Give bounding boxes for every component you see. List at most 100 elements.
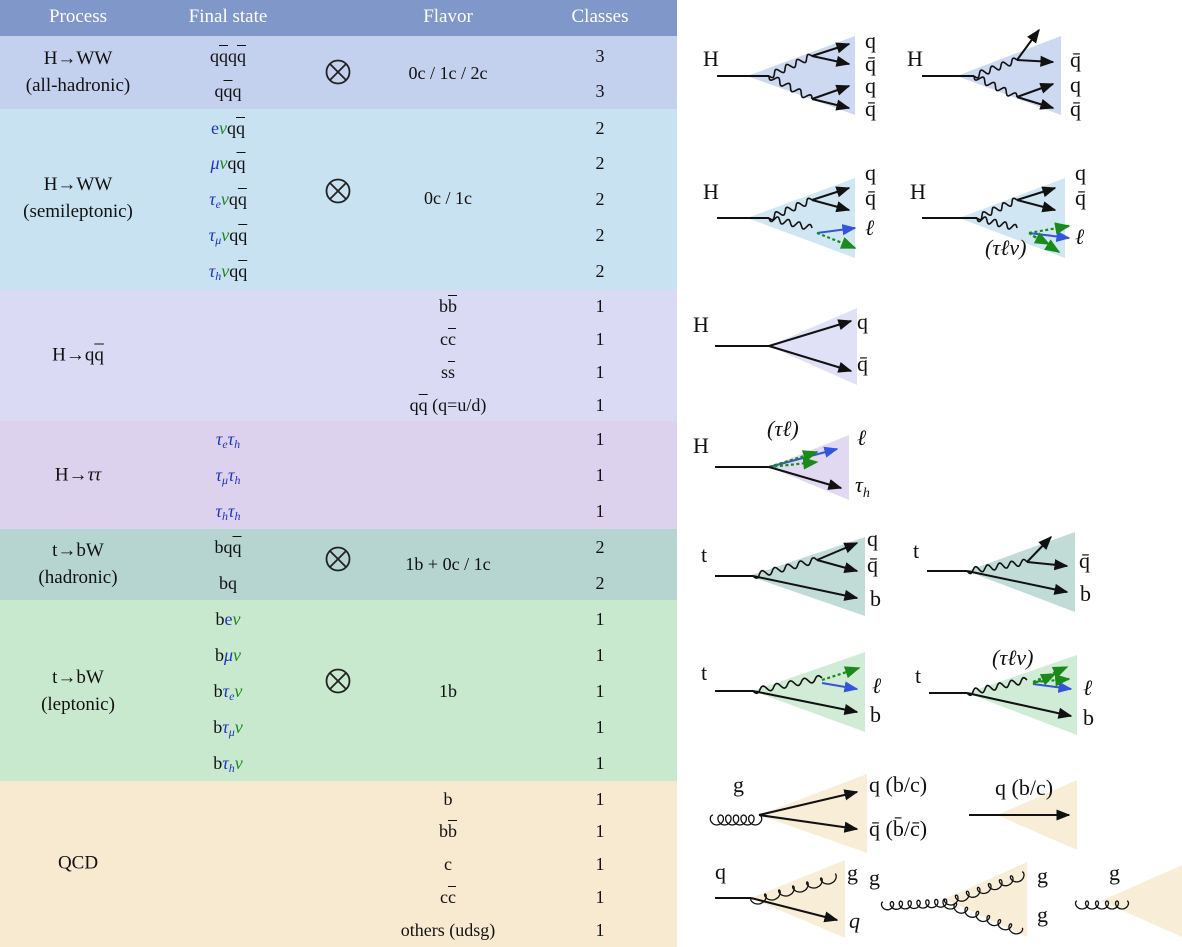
row-hww-hadronic: H→WW (all-hadronic) 0c / 1c / 2c qqqq qqq… [0,36,677,109]
w-boson-line [768,53,813,79]
quark-line [750,897,839,923]
table-header: Process Final state Flavor Classes [0,0,677,36]
tau-lepton-nu-label: (τℓν) [992,645,1033,670]
row-tbw-leptonic: t→bW (leptonic) 1b beν bμν bτeν bτμν bτhν… [0,600,677,781]
particle-label: ℓ [865,215,875,240]
flavor-label: 0c / 1c / 2c [408,63,488,83]
quark-line [758,814,859,833]
particle-label: H [693,312,709,337]
class-count: 1 [595,789,605,809]
header-classes: Classes [571,6,629,27]
class-count: 1 [595,329,605,349]
flavor-label: 1b [439,681,457,701]
final-state: τeνqq [209,189,247,211]
flavor-label: cc [440,887,456,907]
w-boson-line [973,57,1018,79]
final-state: bτeν [213,681,243,703]
quark-line [752,575,859,601]
row-hww-semileptonic: H→WW (semileptonic) 0c / 1c eνqq μνqq τeν… [0,109,677,290]
neutrino-arrow [816,231,857,250]
class-count: 2 [595,261,605,281]
class-count: 1 [595,717,605,737]
flavor-label: 0c / 1c [424,188,472,208]
gluon-line [1074,900,1130,910]
gluon-line [749,873,837,905]
class-count: 1 [595,296,605,316]
class-count: 1 [595,501,605,521]
process-table: Process Final state Flavor Classes H→WW(… [0,0,677,947]
tau-h-label: τh [855,472,870,501]
quark-line [811,84,851,100]
neutrino-arrow [1032,232,1051,245]
class-count: 2 [595,573,605,593]
particle-label: b [870,586,881,611]
quark-line [768,319,853,347]
w-boson-line [752,674,823,695]
particle-label: g [869,865,880,890]
jet-cone [967,532,1075,612]
flavor-label: qq (q=u/d) [409,395,487,415]
w-boson-line [966,558,1028,575]
final-state: bτμν [213,717,243,739]
final-state: bq [219,573,237,593]
class-count: 1 [595,395,605,415]
final-state: μνqq [210,153,246,173]
quark-line [1016,199,1057,213]
particle-label: g [1037,902,1048,927]
flavor-label: 1b + 0c / 1c [405,554,491,574]
particle-label: q (b/c) [869,772,927,797]
final-state: τμτh [215,465,241,487]
final-state: bμν [214,645,242,665]
particle-label: q̄ [865,185,876,210]
quark-line [1026,559,1069,571]
quark-line [816,559,859,574]
particle-label: q [849,908,860,933]
class-count: 2 [595,118,605,138]
neutrino-arrow [821,666,861,682]
particle-label: q [1070,72,1081,97]
particle-label: t [701,660,707,685]
flavor-label: c [444,854,452,874]
class-count: 2 [595,225,605,245]
particle-lines [709,28,1130,935]
particle-label: q [715,859,726,884]
process-label: H→qq [52,344,104,366]
class-count: 1 [595,609,605,629]
quark-line [816,542,859,561]
class-count: 1 [595,887,605,907]
process-label: QCD [57,852,99,874]
jet-cone [1101,865,1182,937]
final-state: qqq [214,81,242,101]
particle-label: q̄ [867,552,878,577]
final-state: eνqq [211,118,245,138]
particle-label: H [907,46,923,71]
class-count: 2 [595,537,605,557]
class-count: 3 [595,81,605,101]
gluon-line [942,898,1024,935]
particle-label: q̄ (b̄/c̄) [869,816,927,841]
class-count: 1 [595,753,605,773]
final-state: τhτh [215,501,241,523]
quark-line [966,692,1073,719]
quark-line [1026,535,1052,563]
final-state: τeτh [215,429,241,451]
particle-label: q [865,160,876,185]
class-count: 1 [595,645,605,665]
lepton-arrow [821,681,859,693]
quark-line [966,570,1069,595]
process-label: H→WW (semileptonic) [23,174,133,222]
particle-label: t [701,542,707,567]
w-boson-line [966,676,1028,697]
particle-label: H [693,433,709,458]
jet-cone [957,36,1061,115]
w-boson-line [973,75,1018,98]
particle-label: q̄ [857,351,868,376]
quark-line [811,55,851,67]
neutrino-arrow [1028,222,1071,235]
final-state: τhνqq [208,261,248,283]
quark-line [1016,96,1055,110]
particle-label: q [1075,160,1086,185]
header-process: Process [48,6,108,27]
